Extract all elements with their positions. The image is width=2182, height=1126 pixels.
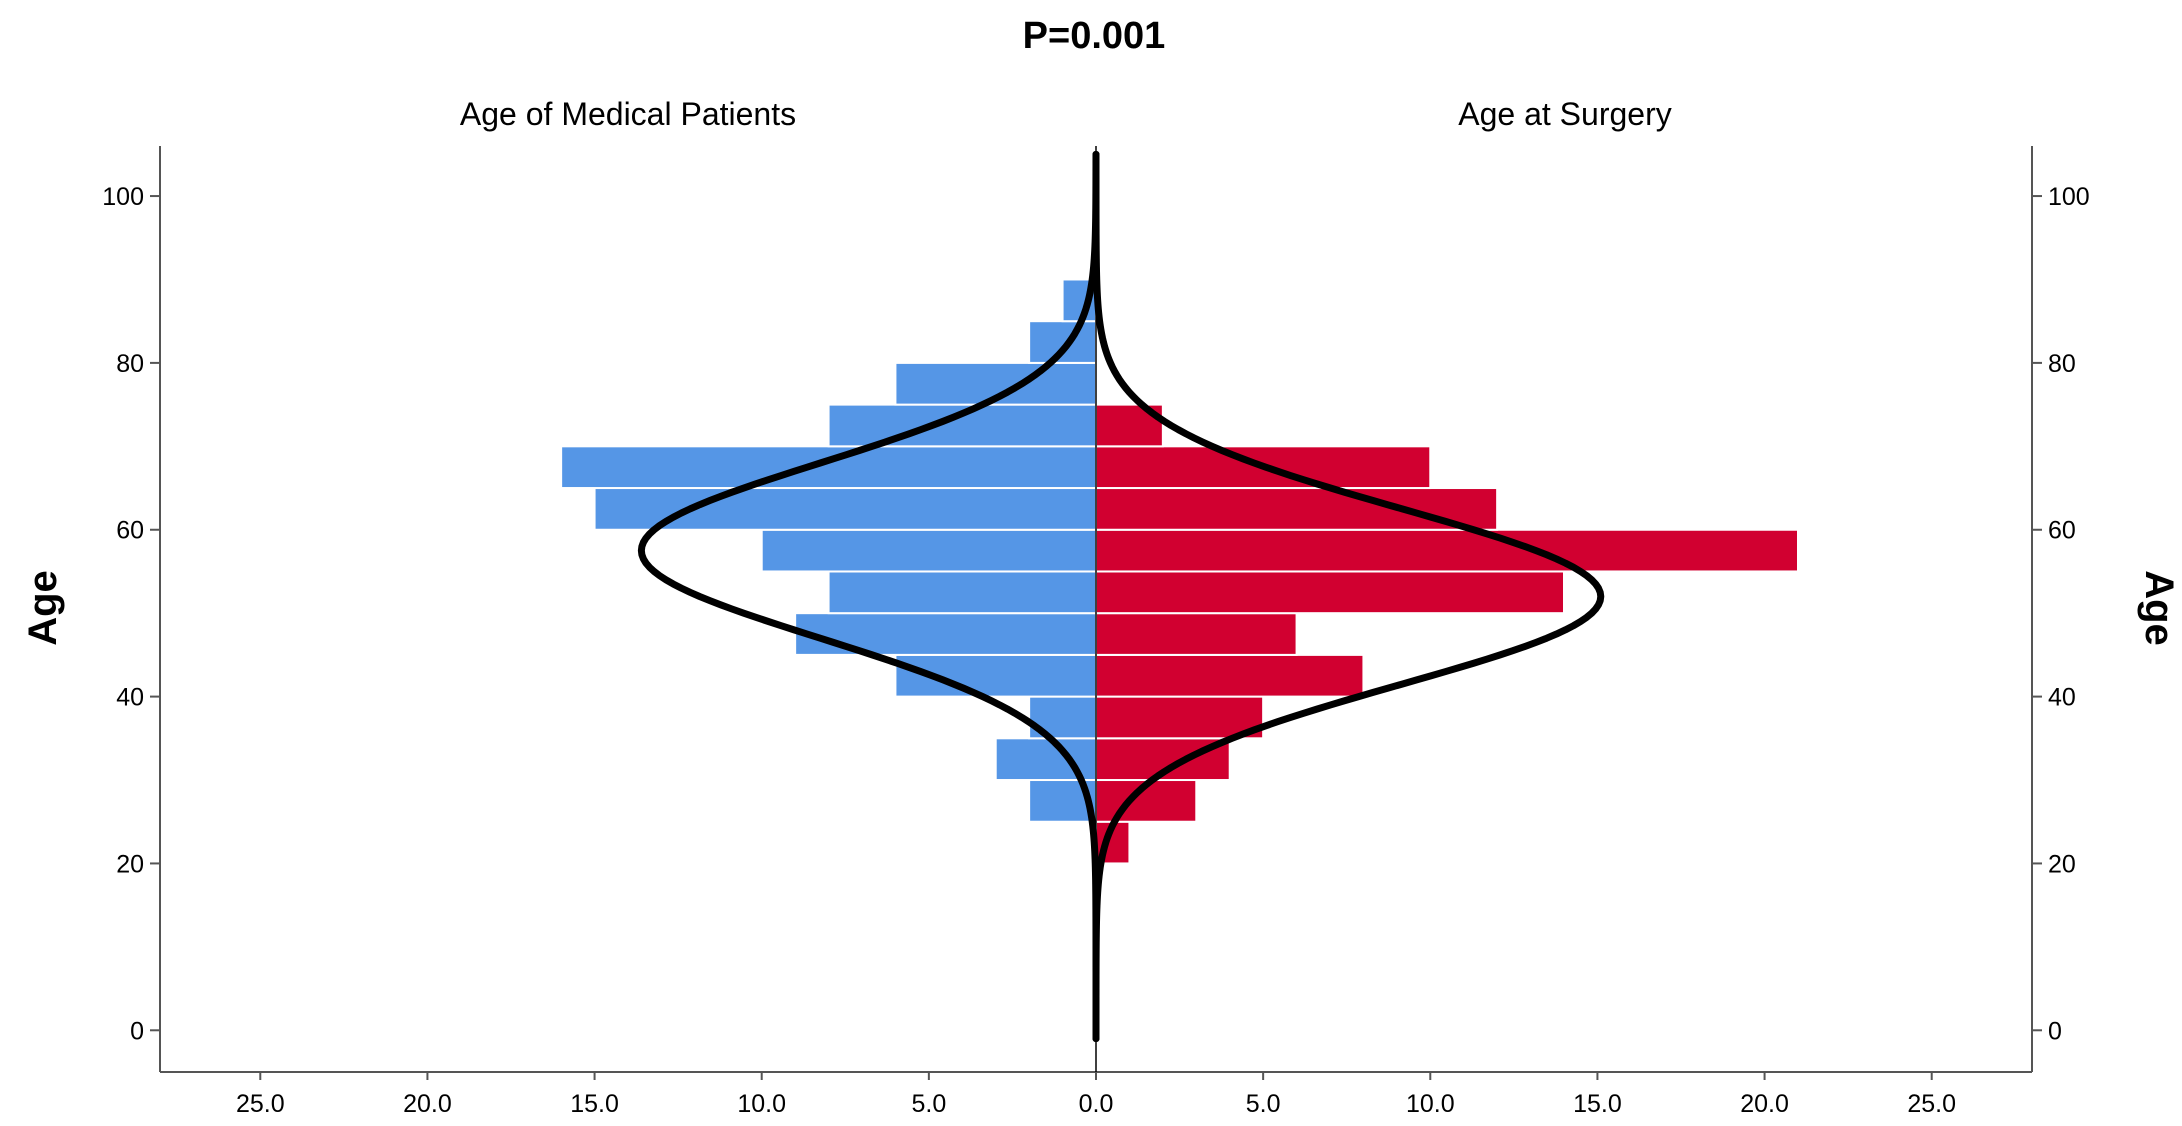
- y-tick-label-right: 20: [2048, 850, 2076, 878]
- right-bar-45: [1095, 612, 1298, 656]
- x-tick-label: 10.0: [737, 1090, 786, 1118]
- left-bar-55: [760, 528, 1097, 573]
- x-tick-label: 25.0: [236, 1090, 285, 1118]
- y-tick-label-left: 80: [116, 350, 144, 378]
- y-ticks-left: 0 20 40 60 80 100: [102, 183, 160, 1045]
- left-bar-60: [593, 487, 1097, 531]
- left-bar-30: [994, 737, 1098, 782]
- right-bar-50: [1095, 570, 1565, 615]
- left-bar-50: [827, 570, 1097, 615]
- left-bar-65: [560, 445, 1097, 490]
- y-tick-label-left: 100: [102, 183, 144, 211]
- right-bar-60: [1095, 487, 1499, 531]
- right-panel-title: Age at Surgery: [1458, 96, 1671, 132]
- y-axis-label-right: Age: [2137, 570, 2181, 646]
- y-tick-label-left: 40: [116, 684, 144, 712]
- left-bar-45: [794, 612, 1098, 656]
- left-panel-title: Age of Medical Patients: [460, 96, 796, 132]
- x-tick-label: 15.0: [1573, 1090, 1622, 1118]
- x-tick-label: 20.0: [403, 1090, 452, 1118]
- y-tick-label-left: 20: [116, 850, 144, 878]
- chart-title: P=0.001: [1023, 15, 1166, 57]
- y-tick-label-right: 80: [2048, 350, 2076, 378]
- x-tick-label: 20.0: [1740, 1090, 1789, 1118]
- x-tick-label: 0.0: [1079, 1090, 1114, 1118]
- x-tick-label: 15.0: [570, 1090, 619, 1118]
- y-tick-label-right: 0: [2048, 1017, 2062, 1045]
- x-tick-label: 10.0: [1406, 1090, 1455, 1118]
- y-tick-label-right: 100: [2048, 183, 2090, 211]
- x-tick-label: 5.0: [911, 1090, 946, 1118]
- right-bars: [1095, 403, 1799, 865]
- right-bar-40: [1095, 653, 1365, 698]
- y-ticks-right: 0 20 40 60 80 100: [2032, 183, 2090, 1045]
- right-bar-35: [1095, 695, 1265, 740]
- x-tick-label: 25.0: [1907, 1090, 1956, 1118]
- right-bar-55: [1095, 528, 1799, 573]
- left-bar-80: [1028, 320, 1097, 364]
- y-tick-label-right: 40: [2048, 684, 2076, 712]
- axes: [159, 146, 2033, 1073]
- y-tick-label-left: 60: [116, 517, 144, 545]
- y-tick-label-left: 0: [130, 1017, 144, 1045]
- right-normal-curve: [1092, 150, 1605, 1043]
- x-tick-label: 5.0: [1246, 1090, 1281, 1118]
- y-tick-label-right: 60: [2048, 517, 2076, 545]
- x-ticks: 25.0 20.0 15.0 10.0 5.0 0.0 5.0 10.0 15.0 20.0 25.…: [236, 1072, 1956, 1118]
- y-axis-label-left: Age: [21, 570, 65, 646]
